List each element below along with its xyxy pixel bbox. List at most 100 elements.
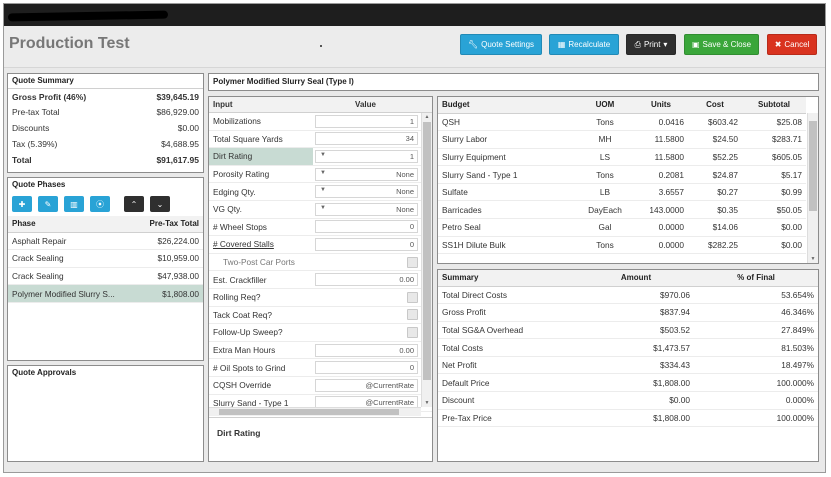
summary-amount: $503.52 <box>578 321 694 340</box>
pct-column-header[interactable]: % of Final <box>694 270 818 287</box>
budget-table: Budget UOM Units Cost Subtotal QSH Tons 0.… <box>438 97 806 255</box>
phases-table: Phase Pre-Tax Total Asphalt Repair $26,2… <box>8 216 203 303</box>
subtotal-column-header[interactable]: Subtotal <box>742 97 806 114</box>
input-checkbox[interactable] <box>407 309 418 321</box>
input-label: Porosity Rating <box>213 169 270 180</box>
table-row[interactable]: Barricades DayEach 143.0000 $0.35 $50.05 <box>438 200 806 220</box>
budget-subtotal: $0.00 <box>742 236 806 255</box>
budget-vscroll[interactable]: ▼ <box>807 113 818 263</box>
budget-uom: Tons <box>576 165 634 184</box>
summary-value: $91,617.95 <box>156 155 199 165</box>
table-row[interactable]: Slurry Sand - Type 1 Tons 0.2081 $24.87 $5.1… <box>438 165 806 184</box>
input-field[interactable]: 0 <box>315 220 418 234</box>
amount-column-header[interactable]: Amount <box>578 270 694 287</box>
input-checkbox[interactable] <box>407 291 418 303</box>
budget-item: QSH <box>438 113 576 132</box>
input-value: None <box>396 169 414 179</box>
header-dot <box>320 45 322 47</box>
cancel-label: Cancel <box>784 40 810 49</box>
quote-phases-title: Quote Phases <box>12 180 66 189</box>
cancel-button[interactable]: ✖ Cancel <box>767 34 817 55</box>
table-row[interactable]: Crack Sealing $47,938.00 <box>8 267 203 286</box>
inputs-vscroll-thumb[interactable] <box>423 122 431 380</box>
input-field[interactable]: 0.00 <box>315 343 418 357</box>
table-row[interactable]: Slurry Equipment LS 11.5800 $52.25 $605.05 <box>438 148 806 167</box>
table-row[interactable]: Petro Seal Gal 0.0000 $14.06 $0.00 <box>438 218 806 237</box>
plus-icon: ✚ <box>18 199 26 209</box>
quote-settings-button[interactable]: 🔧︎ Quote Settings <box>460 34 542 55</box>
input-label: Mobilizations <box>213 116 261 127</box>
budget-subtotal: $25.08 <box>742 113 806 132</box>
input-field[interactable]: 34 <box>315 132 418 146</box>
scroll-down-icon[interactable]: ▼ <box>424 400 430 406</box>
input-select[interactable]: ▼ None <box>315 202 418 216</box>
save-close-button[interactable]: ▣ Save & Close <box>684 34 759 55</box>
budget-cost: $24.87 <box>688 165 742 184</box>
input-checkbox[interactable] <box>407 326 418 338</box>
edit-phase-button[interactable]: ✎ <box>38 196 58 212</box>
input-select[interactable]: ▼ 1 <box>315 149 418 163</box>
phase-total: $10,959.00 <box>136 249 203 268</box>
table-row[interactable]: Sulfate LB 3.6557 $0.27 $0.99 <box>438 183 806 202</box>
input-value: 0 <box>409 239 414 249</box>
budget-subtotal: $283.71 <box>742 130 806 149</box>
table-row[interactable]: Asphalt Repair $26,224.00 <box>8 232 203 251</box>
scroll-down-icon[interactable]: ▼ <box>810 256 816 262</box>
summary-label: Total <box>12 155 32 165</box>
table-row[interactable]: Slurry Labor MH 11.5800 $24.50 $283.71 <box>438 130 806 149</box>
inputs-hscroll[interactable] <box>209 407 421 416</box>
input-label: Tack Coat Req? <box>213 309 273 320</box>
inputs-hscroll-thumb[interactable] <box>219 409 399 415</box>
input-field[interactable]: @CurrentRate <box>315 378 418 392</box>
input-row: Dirt Rating ▼ 1 <box>209 148 432 166</box>
print-button[interactable]: ⎙ Print ▾ <box>626 34 676 55</box>
input-field[interactable]: 0 <box>315 237 418 251</box>
input-field[interactable]: 0 <box>315 361 418 375</box>
scroll-up-icon[interactable]: ▲ <box>424 114 430 120</box>
budget-cost: $24.50 <box>688 130 742 149</box>
move-down-button[interactable]: ⌄ <box>150 196 170 212</box>
budget-column-header[interactable]: Budget <box>438 97 576 114</box>
pretax-column-header[interactable]: Pre-Tax Total <box>136 216 203 233</box>
uom-column-header[interactable]: UOM <box>576 97 634 114</box>
phase-column-header[interactable]: Phase <box>8 216 137 233</box>
input-row: Follow-Up Sweep? <box>209 324 432 342</box>
chevron-up-icon: ⌃ <box>130 199 138 209</box>
add-phase-button[interactable]: ✚ <box>12 196 32 212</box>
budget-item: SS1H Dilute Bulk <box>438 236 576 255</box>
table-row[interactable]: QSH Tons 0.0416 $603.42 $25.08 <box>438 113 806 132</box>
budget-vscroll-thumb[interactable] <box>809 121 817 211</box>
phase-title: Polymer Modified Slurry Seal (Type I) <box>213 77 354 86</box>
input-value: 0.00 <box>399 275 414 285</box>
input-checkbox[interactable] <box>407 256 418 268</box>
move-up-button[interactable]: ⌃ <box>124 196 144 212</box>
input-column-header: Input <box>213 100 233 109</box>
input-label: Rolling Req? <box>213 292 261 303</box>
input-label: CQSH Override <box>213 380 272 391</box>
input-select[interactable]: ▼ None <box>315 185 418 199</box>
recalculate-button[interactable]: ▦ Recalculate <box>549 34 619 55</box>
delete-phase-button[interactable]: ▥ <box>64 196 84 212</box>
quote-summary-title: Quote Summary <box>12 76 74 85</box>
budget-subtotal: $0.99 <box>742 183 806 202</box>
table-row[interactable]: Crack Sealing $10,959.00 <box>8 249 203 268</box>
phase-name: Polymer Modified Slurry S... <box>8 284 137 303</box>
budget-subtotal: $605.05 <box>742 148 806 167</box>
input-field[interactable]: 1 <box>315 114 418 128</box>
input-select[interactable]: ▼ None <box>315 167 418 181</box>
table-row-selected[interactable]: Polymer Modified Slurry S... $1,808.00 <box>8 284 203 303</box>
units-column-header[interactable]: Units <box>634 97 688 114</box>
budget-units: 0.0000 <box>634 218 688 237</box>
inputs-vscroll[interactable]: ▲ ▼ <box>421 113 432 407</box>
cost-column-header[interactable]: Cost <box>688 97 742 114</box>
input-field[interactable]: 0.00 <box>315 273 418 287</box>
input-label: # Covered Stalls <box>213 239 274 250</box>
table-row[interactable]: SS1H Dilute Bulk Tons 0.0000 $282.25 $0.00 <box>438 236 806 255</box>
summary-value: $39,645.19 <box>156 92 199 102</box>
summary-column-header[interactable]: Summary <box>438 270 578 287</box>
budget-units: 3.6557 <box>634 183 688 202</box>
copy-phase-button[interactable]: ⦿ <box>90 196 110 212</box>
budget-subtotal: $5.17 <box>742 165 806 184</box>
copy-icon: ⦿ <box>96 199 104 209</box>
budget-uom: DayEach <box>576 200 634 220</box>
